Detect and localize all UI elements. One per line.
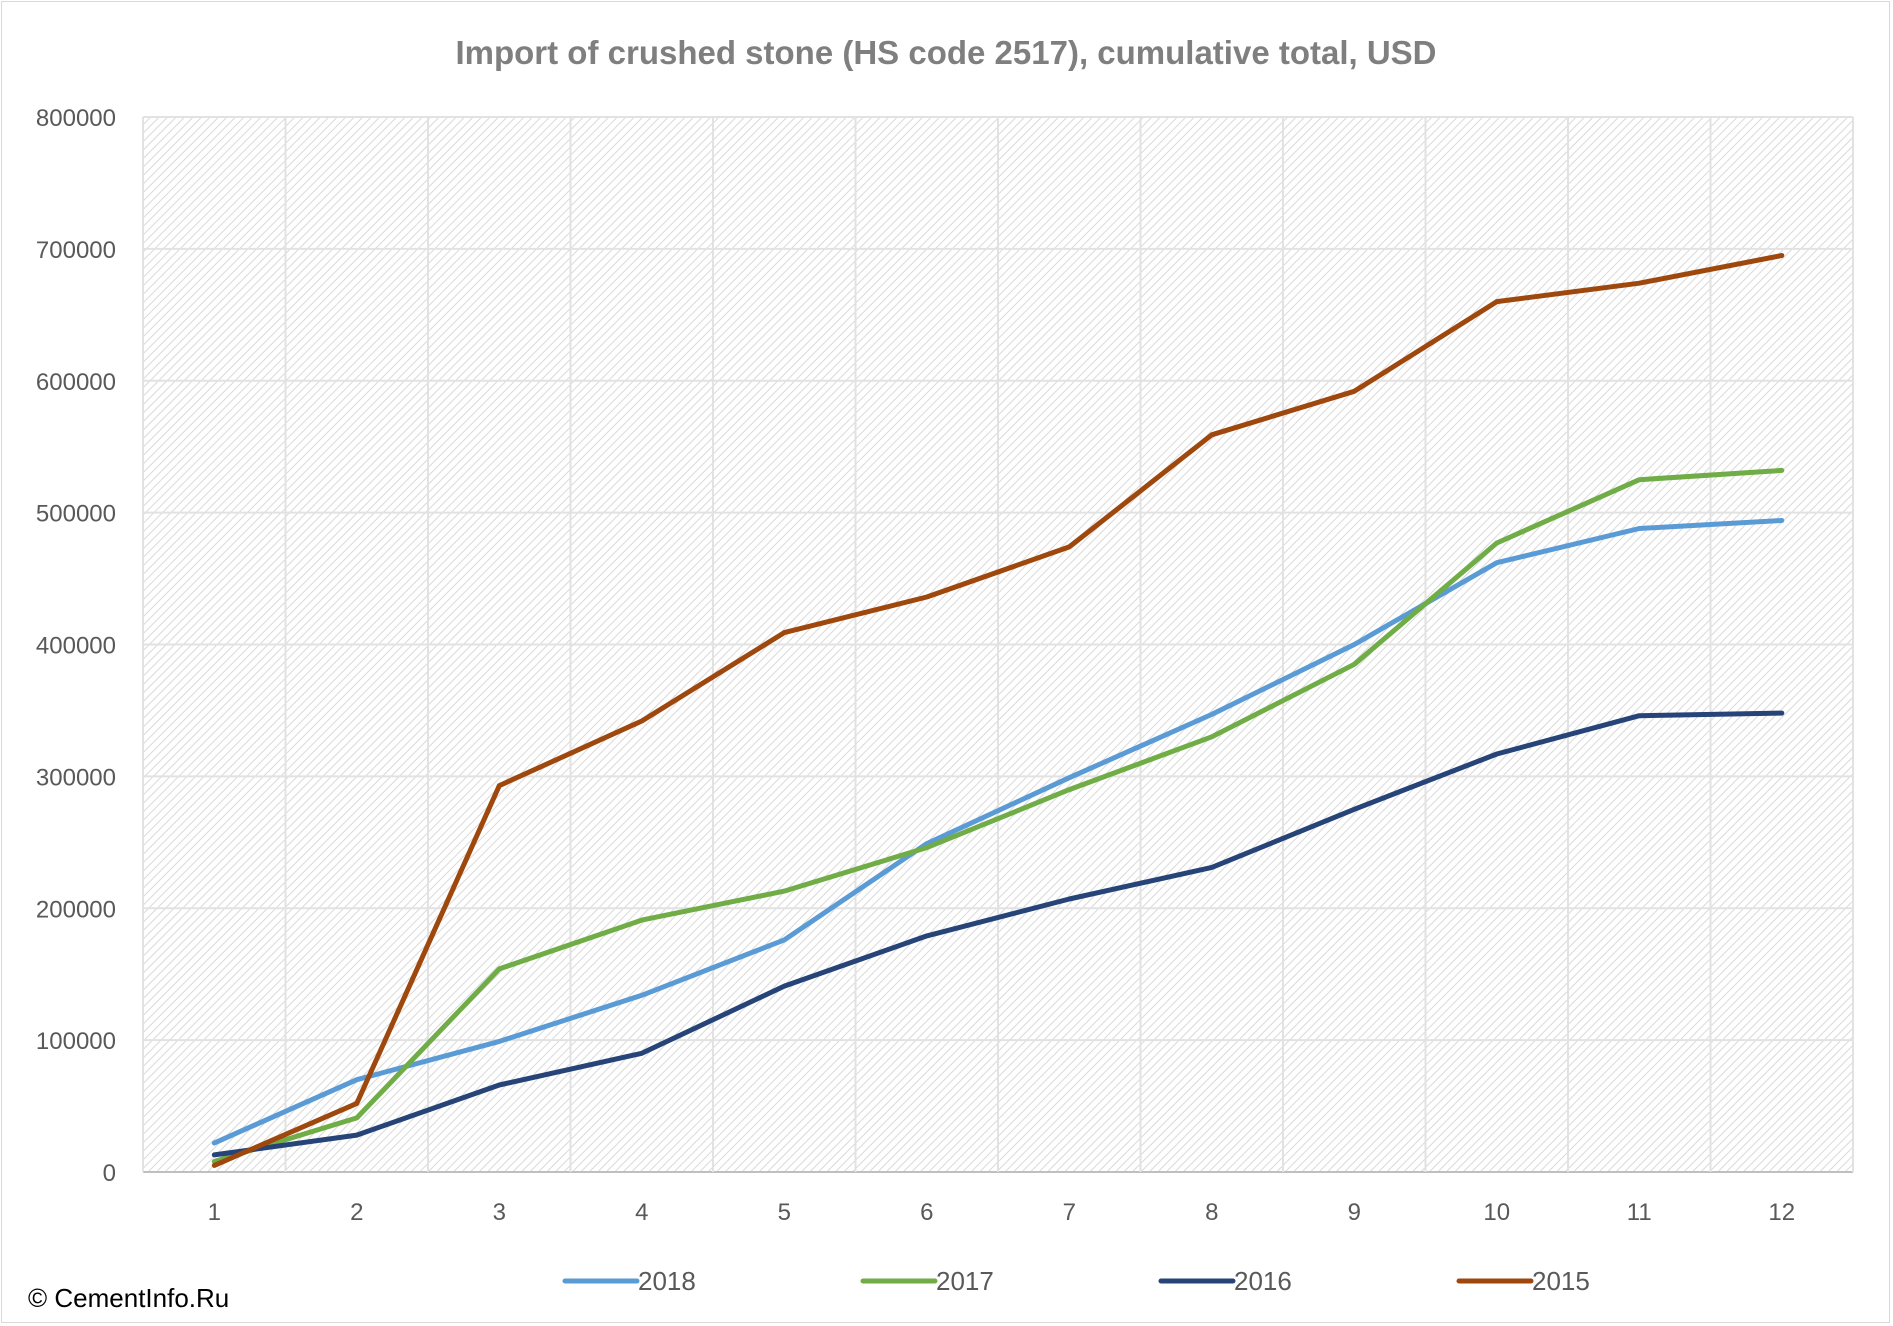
series-line-2018 [211, 518, 1785, 1146]
x-axis-ticks: 1 2 3 4 5 6 7 8 9 10 11 12 [208, 1199, 1796, 1226]
legend-label-2016: 2016 [1234, 1266, 1292, 1296]
y-tick-label: 100000 [36, 1028, 116, 1055]
x-tick-label: 8 [1205, 1199, 1218, 1226]
y-axis-ticks: 0 100000 200000 300000 400000 500000 600000 700… [36, 105, 116, 1187]
legend: 2018 2017 2016 2015 [562, 1266, 1590, 1296]
series-line-2017 [211, 467, 1785, 1164]
legend-label-2017: 2017 [936, 1266, 994, 1296]
x-tick-label: 12 [1768, 1199, 1795, 1226]
y-tick-label: 600000 [36, 369, 116, 396]
x-tick-label: 6 [920, 1199, 933, 1226]
x-tick-label: 7 [1063, 1199, 1076, 1226]
series-line-2016 [211, 710, 1785, 1158]
x-tick-label: 1 [208, 1199, 221, 1226]
legend-label-2015: 2015 [1532, 1266, 1590, 1296]
series-lines [211, 253, 1785, 1168]
y-tick-label: 500000 [36, 501, 116, 528]
x-tick-label: 9 [1348, 1199, 1361, 1226]
x-tick-label: 4 [635, 1199, 648, 1226]
x-tick-label: 2 [350, 1199, 363, 1226]
y-tick-label: 300000 [36, 764, 116, 791]
x-tick-label: 3 [493, 1199, 506, 1226]
chart-title: Import of crushed stone (HS code 2517), … [455, 34, 1436, 71]
y-tick-label: 0 [103, 1160, 116, 1187]
copyright-text: © CementInfo.Ru [28, 1283, 229, 1313]
x-tick-label: 5 [778, 1199, 791, 1226]
x-tick-label: 11 [1627, 1199, 1652, 1226]
series-line-2015 [211, 253, 1785, 1168]
y-tick-label: 800000 [36, 105, 116, 132]
grid-lines [142, 116, 1854, 1173]
y-tick-label: 400000 [36, 633, 116, 660]
legend-label-2018: 2018 [638, 1266, 696, 1296]
x-tick-label: 10 [1483, 1199, 1510, 1226]
y-tick-label: 700000 [36, 237, 116, 264]
y-tick-label: 200000 [36, 896, 116, 923]
